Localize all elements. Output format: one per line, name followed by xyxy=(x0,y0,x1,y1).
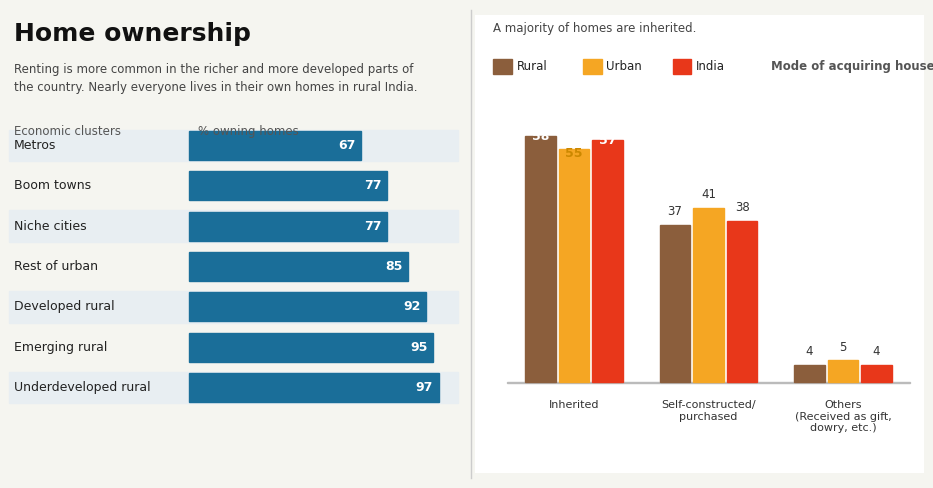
Text: 77: 77 xyxy=(364,220,382,233)
FancyBboxPatch shape xyxy=(673,59,691,74)
FancyBboxPatch shape xyxy=(727,221,758,382)
Text: Mode of acquiring house (in %): Mode of acquiring house (in %) xyxy=(772,60,933,73)
Text: the country. Nearly everyone lives in their own homes in rural India.: the country. Nearly everyone lives in th… xyxy=(14,81,417,94)
Text: 95: 95 xyxy=(411,341,428,354)
Text: 37: 37 xyxy=(667,205,682,218)
FancyBboxPatch shape xyxy=(494,59,512,74)
Text: Metros: Metros xyxy=(14,139,56,152)
Text: 97: 97 xyxy=(416,381,433,394)
FancyBboxPatch shape xyxy=(861,365,892,382)
Text: Economic clusters: Economic clusters xyxy=(14,125,120,138)
FancyBboxPatch shape xyxy=(507,382,911,384)
Text: 4: 4 xyxy=(873,345,881,358)
FancyBboxPatch shape xyxy=(188,252,408,281)
FancyBboxPatch shape xyxy=(693,208,724,382)
FancyBboxPatch shape xyxy=(188,333,434,362)
FancyBboxPatch shape xyxy=(9,170,457,202)
Text: 41: 41 xyxy=(701,188,716,201)
FancyBboxPatch shape xyxy=(583,59,602,74)
Text: Emerging rural: Emerging rural xyxy=(14,341,107,354)
FancyBboxPatch shape xyxy=(188,373,439,402)
FancyBboxPatch shape xyxy=(9,331,457,363)
FancyBboxPatch shape xyxy=(188,212,387,241)
FancyBboxPatch shape xyxy=(9,372,457,404)
FancyBboxPatch shape xyxy=(559,149,590,382)
Text: 67: 67 xyxy=(339,139,355,152)
Text: 77: 77 xyxy=(364,179,382,192)
Text: Boom towns: Boom towns xyxy=(14,179,91,192)
Text: Self-constructed/
purchased: Self-constructed/ purchased xyxy=(661,400,756,422)
FancyBboxPatch shape xyxy=(794,365,825,382)
FancyBboxPatch shape xyxy=(592,140,623,382)
FancyBboxPatch shape xyxy=(188,171,387,200)
Text: Underdeveloped rural: Underdeveloped rural xyxy=(14,381,150,394)
FancyBboxPatch shape xyxy=(9,251,457,282)
Text: Rural: Rural xyxy=(517,60,548,73)
FancyBboxPatch shape xyxy=(828,361,858,382)
Text: 85: 85 xyxy=(385,260,402,273)
Text: Others
(Received as gift,
dowry, etc.): Others (Received as gift, dowry, etc.) xyxy=(795,400,891,433)
Text: 4: 4 xyxy=(805,345,814,358)
Text: Urban: Urban xyxy=(606,60,642,73)
Text: Developed rural: Developed rural xyxy=(14,300,115,313)
FancyBboxPatch shape xyxy=(525,136,556,382)
Text: 55: 55 xyxy=(565,147,583,160)
Text: 38: 38 xyxy=(735,201,749,214)
FancyBboxPatch shape xyxy=(660,225,690,382)
FancyBboxPatch shape xyxy=(188,131,361,160)
Text: 5: 5 xyxy=(840,341,846,354)
Text: % owning homes: % owning homes xyxy=(198,125,299,138)
Text: 92: 92 xyxy=(403,300,421,313)
Text: Home ownership: Home ownership xyxy=(14,21,251,45)
Text: India: India xyxy=(696,60,725,73)
Text: Niche cities: Niche cities xyxy=(14,220,87,233)
FancyBboxPatch shape xyxy=(9,129,457,161)
FancyBboxPatch shape xyxy=(9,291,457,323)
Text: 58: 58 xyxy=(532,130,550,143)
Text: Rest of urban: Rest of urban xyxy=(14,260,98,273)
Text: A majority of homes are inherited.: A majority of homes are inherited. xyxy=(494,21,697,35)
Text: 57: 57 xyxy=(599,134,617,147)
FancyBboxPatch shape xyxy=(188,292,425,321)
Text: Inherited: Inherited xyxy=(549,400,599,410)
Text: Renting is more common in the richer and more developed parts of: Renting is more common in the richer and… xyxy=(14,63,413,76)
FancyBboxPatch shape xyxy=(9,210,457,242)
